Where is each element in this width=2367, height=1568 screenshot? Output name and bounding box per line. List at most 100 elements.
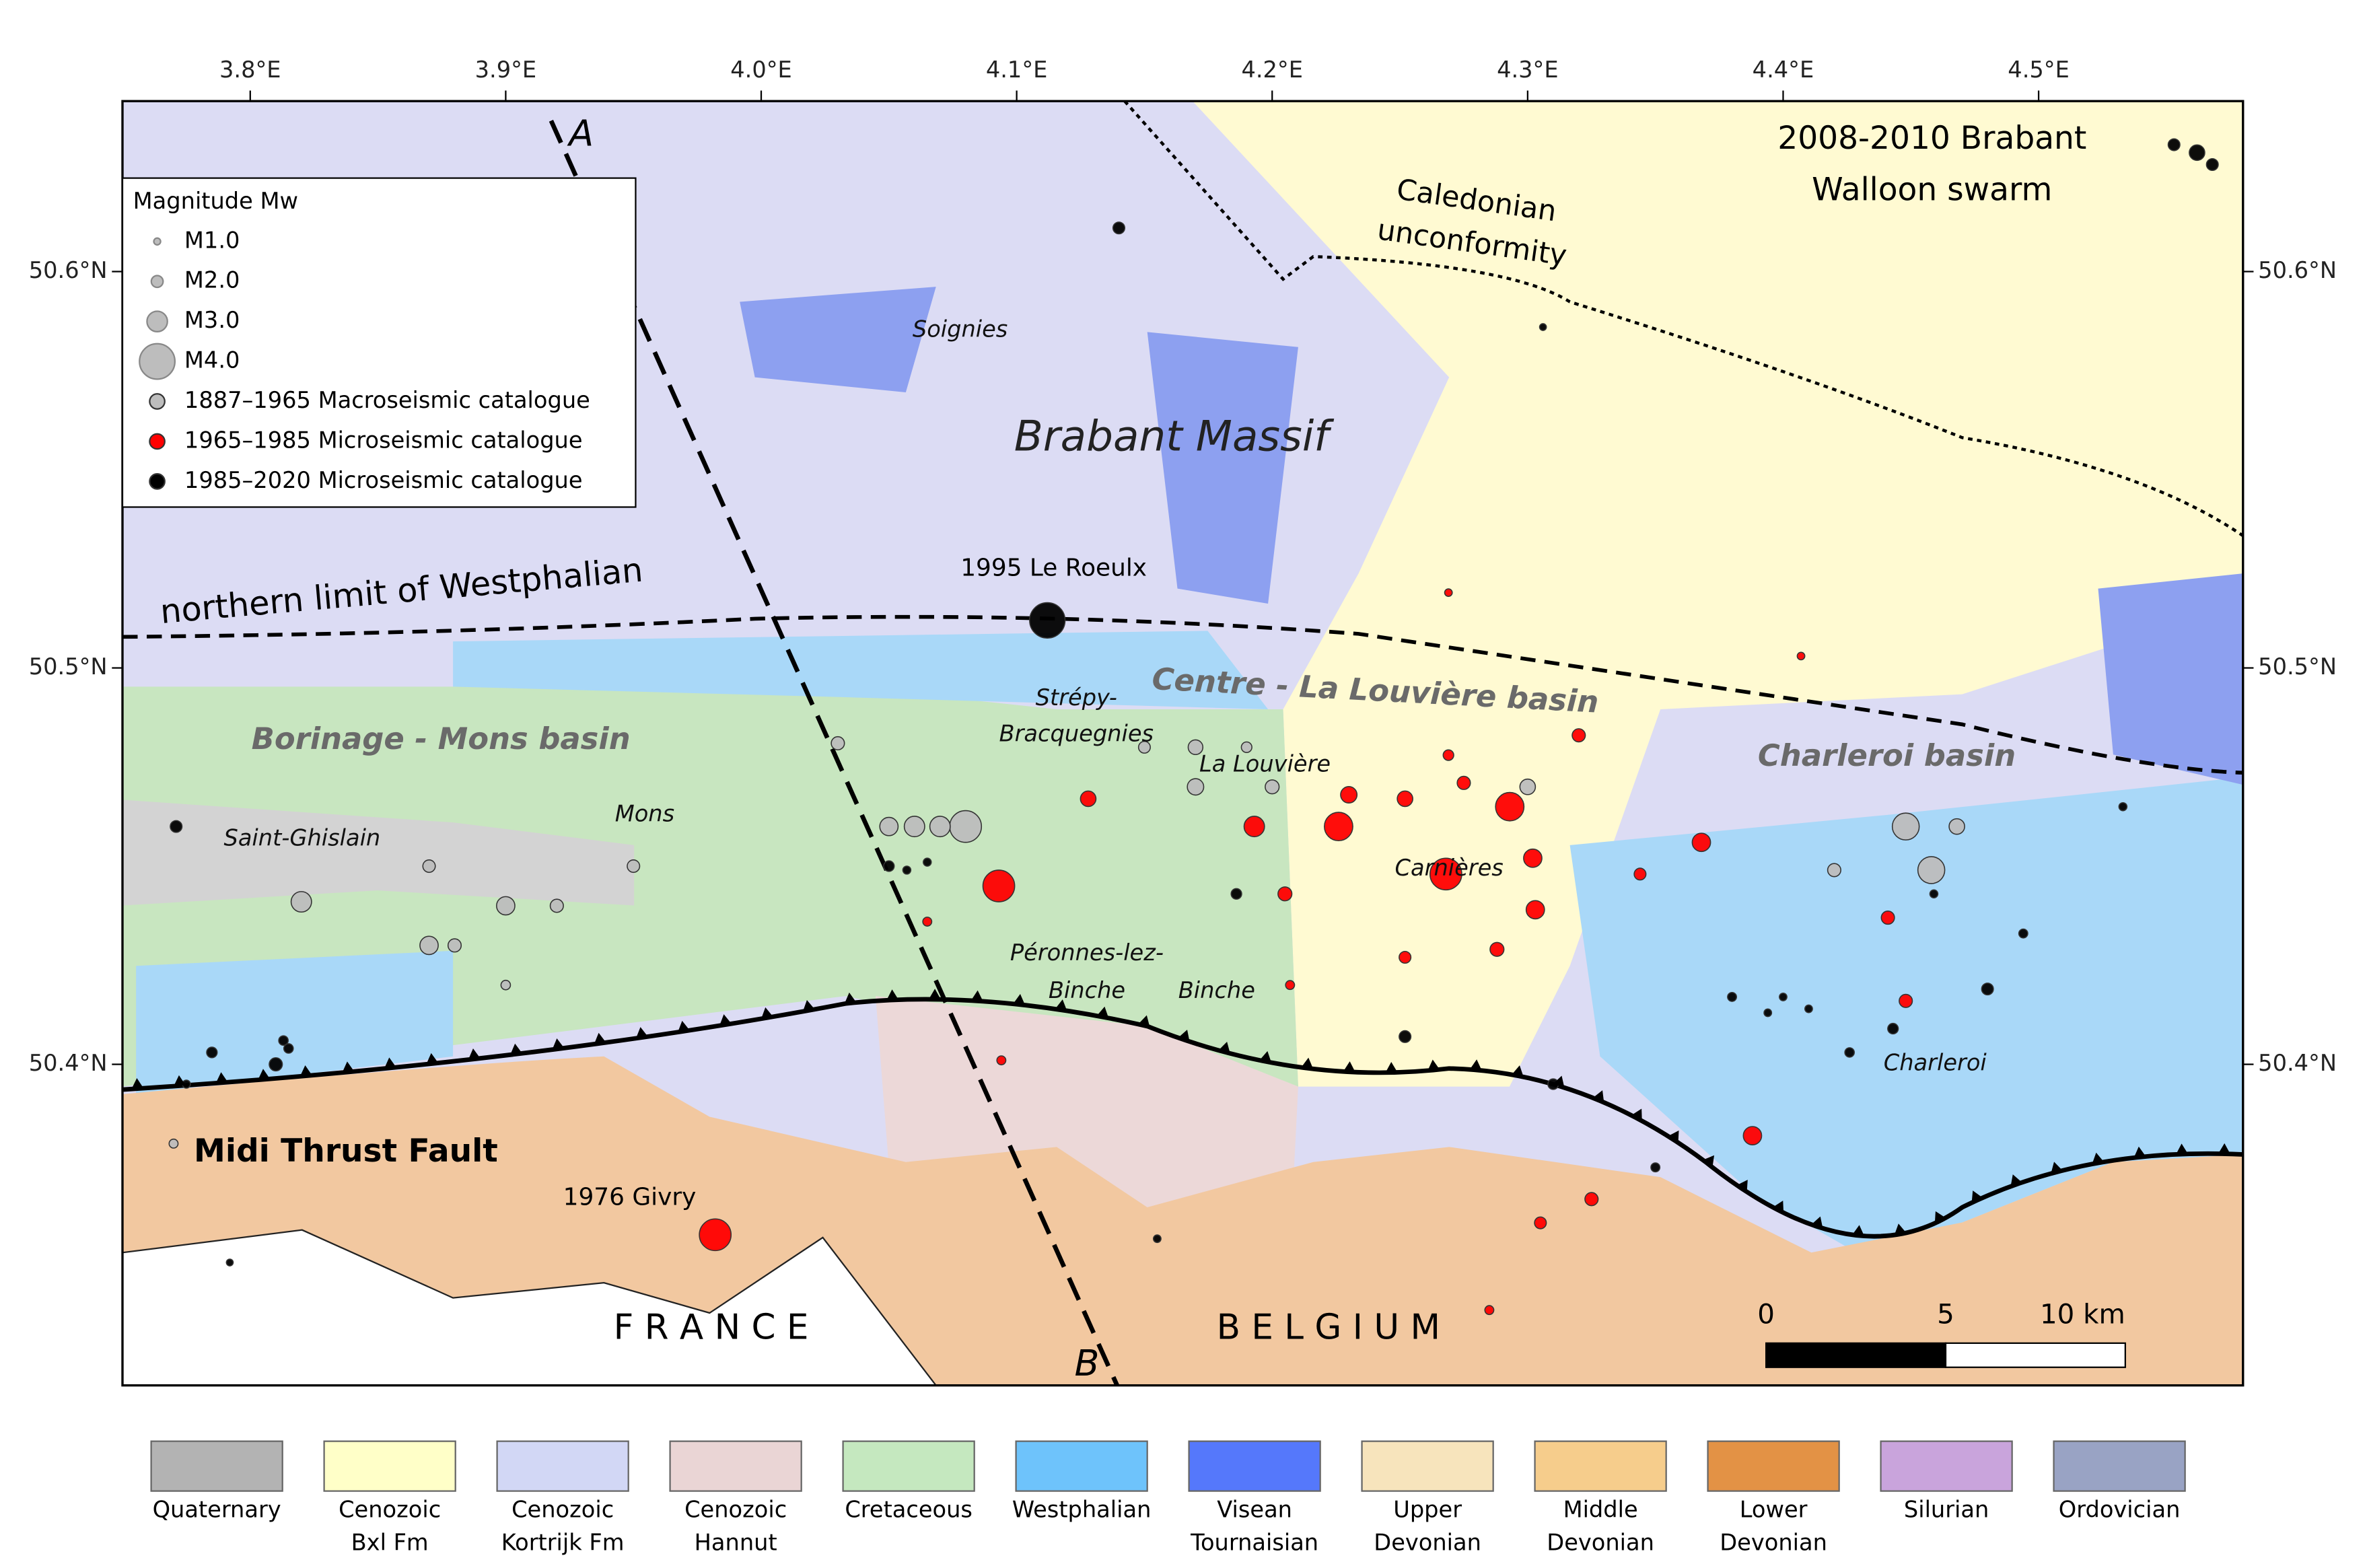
fault-tooth [761, 1007, 773, 1019]
earthquake [1080, 790, 1097, 808]
earthquake [1397, 790, 1413, 808]
geology-label: Devonian [1374, 1530, 1481, 1556]
fault-tooth [1013, 994, 1026, 1005]
earthquake [1742, 1126, 1763, 1145]
place-label: Soignies [913, 316, 1008, 343]
fault-tooth [1138, 1015, 1150, 1028]
fault-tooth [1592, 1090, 1604, 1103]
fault-tooth [342, 1061, 355, 1073]
legend-swatch [149, 473, 166, 490]
westphalian [453, 631, 1269, 709]
earthquake [290, 891, 312, 913]
earthquake [1484, 1305, 1495, 1316]
geology-swatch [1361, 1440, 1494, 1492]
earthquake [1981, 983, 1994, 996]
geology-label: Devonian [1720, 1530, 1827, 1556]
fault-tooth [1096, 1006, 1109, 1018]
earthquake [1891, 812, 1920, 841]
fault-tooth [510, 1043, 522, 1055]
frame [121, 100, 2245, 1387]
earthquake [2118, 801, 2128, 812]
geology-label: Cenozoic [684, 1496, 787, 1522]
fault-tooth [468, 1048, 481, 1060]
geology-label: Lower [1740, 1496, 1808, 1522]
earthquake [1187, 778, 1205, 796]
basin-label: Borinage - Mons basin [252, 721, 631, 756]
earthquake [1456, 775, 1471, 790]
earthquake [225, 1258, 234, 1267]
fault-tooth [844, 992, 857, 1004]
lat-tick-label: 50.5°N [29, 653, 108, 680]
earthquake [982, 869, 1016, 902]
lon-tick-label: 4.5°E [2008, 57, 2070, 83]
earthquake [1899, 993, 1913, 1008]
lat-tick-label: 50.6°N [2258, 257, 2337, 283]
fault-tooth [552, 1038, 565, 1050]
earthquake [1187, 739, 1204, 756]
fault-tooth [2133, 1146, 2146, 1158]
earthquake [627, 859, 641, 874]
earthquake [1112, 221, 1126, 235]
earthquake [496, 896, 516, 916]
legend-size [146, 310, 168, 332]
earthquake [1917, 856, 1946, 884]
fault-tooth [1971, 1190, 1983, 1203]
geology-swatch [1880, 1440, 2013, 1492]
earthquake [1444, 588, 1453, 598]
profile-end: A [567, 112, 594, 154]
geology-label: Kortrijk Fm [501, 1530, 625, 1556]
legend-box [121, 177, 637, 508]
earthquake [1650, 1162, 1661, 1173]
scale-label: 10 km [2040, 1298, 2125, 1330]
earthquake [996, 1055, 1007, 1066]
geology-swatch [496, 1440, 629, 1492]
event-label: 1976 Givry [563, 1184, 697, 1211]
earthquake [1525, 900, 1545, 920]
earthquake [1399, 1030, 1412, 1043]
scale-label: 0 [1757, 1298, 1775, 1330]
scale-bar: 0 5 10 km [1757, 1298, 2126, 1368]
place-label: Péronnes-lez- [1010, 939, 1164, 966]
place-label: Strépy- [1036, 684, 1117, 711]
legend-label: 1985–2020 Microseismic catalogue [184, 467, 583, 493]
geology-swatch [669, 1440, 802, 1492]
bxl [1192, 101, 2243, 1087]
lat-tick-label: 50.4°N [2258, 1050, 2337, 1076]
lon-tick-label: 3.8°E [219, 57, 281, 83]
fault-tooth [1631, 1108, 1642, 1121]
visean [740, 287, 2243, 785]
earthquake [168, 1138, 179, 1149]
basin-label: Charleroi basin [1758, 738, 2016, 773]
geology-swatch [2053, 1440, 2186, 1492]
geology-label: Hannut [695, 1530, 777, 1556]
earthquake [278, 1035, 289, 1046]
geology-legend: Quaternary Cenozoic Bxl Fm Cenozoic Kortrijk… [150, 1440, 2186, 1556]
geology-swatch [842, 1440, 975, 1492]
lat-tick-label: 50.6°N [29, 257, 108, 283]
fault-tooth [1811, 1216, 1823, 1229]
geology-label: Upper [1393, 1496, 1462, 1522]
geology-label: Westphalian [1012, 1496, 1152, 1522]
place-label: Binche [1178, 977, 1255, 1003]
fault-tooth [1668, 1130, 1679, 1143]
quaternary [122, 799, 635, 906]
events [168, 138, 2219, 1316]
midi-fault [122, 997, 2243, 1239]
fault-tooth [2010, 1174, 2022, 1187]
earthquake [1844, 1047, 1855, 1058]
fault-tooth [2218, 1143, 2230, 1154]
place-label: Mons [615, 800, 674, 826]
earthquake [1230, 888, 1242, 900]
earthquake [419, 935, 439, 956]
earthquake [269, 1057, 283, 1072]
legend-label: M2.0 [184, 267, 240, 293]
place-label: Binche [1049, 977, 1125, 1003]
geology-label: Visean [1217, 1496, 1292, 1522]
fault-tooth [678, 1020, 690, 1032]
earthquake [206, 1046, 218, 1059]
geology-swatch [1188, 1440, 1321, 1492]
earthquake [1887, 1022, 1899, 1035]
earthquake [1029, 602, 1066, 639]
geology-label: Cenozoic [339, 1496, 441, 1522]
country-label: B E L G I U M [1217, 1308, 1440, 1348]
